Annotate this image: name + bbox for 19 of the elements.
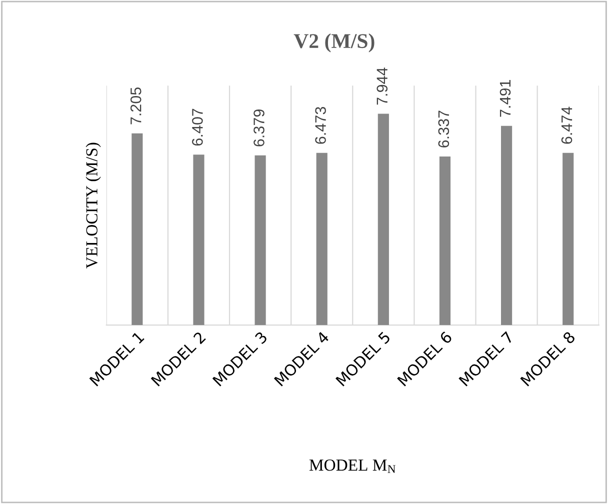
bar (562, 152, 574, 326)
data-label: 6.337 (438, 110, 450, 148)
x-axis-title: MODEL M$_{N}$ (309, 460, 396, 473)
data-label: 6.407 (192, 108, 203, 146)
data-label: 6.473 (315, 107, 326, 144)
bar (193, 154, 204, 326)
y-axis-title: VELOCITY (M/S) (86, 142, 101, 269)
bar (132, 133, 143, 326)
data-label: 7.205 (130, 88, 142, 124)
data-label: 7.491 (500, 80, 511, 117)
bar (378, 114, 389, 326)
bar (501, 126, 512, 326)
chart-title: V2 (M/S) (294, 33, 374, 52)
bar (316, 152, 328, 326)
data-label: 6.379 (254, 110, 264, 146)
data-label: 6.474 (561, 106, 572, 144)
bar (254, 155, 266, 326)
data-label: 7.944 (376, 68, 388, 105)
bar (439, 156, 451, 326)
